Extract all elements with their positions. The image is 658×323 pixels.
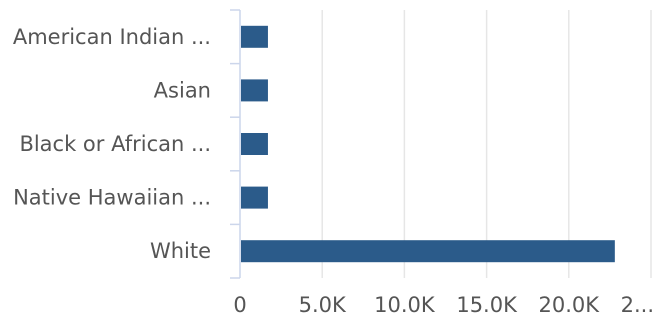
bar (241, 79, 268, 102)
category-label: American Indian ... (13, 25, 211, 49)
tick-label: 20.0K (539, 293, 601, 317)
tick-label: 5.0K (299, 293, 347, 317)
bars (241, 25, 615, 263)
category-label: Native Hawaiian ... (13, 186, 211, 210)
category-labels: American Indian ... Asian Black or African… (13, 25, 211, 263)
category-label: Black or African ... (19, 132, 211, 156)
tick-label: 10.0K (374, 293, 436, 317)
category-label: Asian (154, 78, 211, 102)
category-axis (230, 9, 241, 279)
tick-label: 15.0K (456, 293, 518, 317)
bar (241, 133, 268, 155)
value-axis-labels: 0 5.0K 10.0K 15.0K 20.0K 2... (233, 293, 654, 317)
category-label: White (150, 239, 211, 263)
grid-lines (321, 10, 652, 278)
tick-label: 2... (621, 293, 654, 317)
tick-label: 0 (233, 293, 246, 317)
bar (241, 240, 615, 263)
bar (241, 25, 268, 48)
bar (241, 186, 268, 209)
